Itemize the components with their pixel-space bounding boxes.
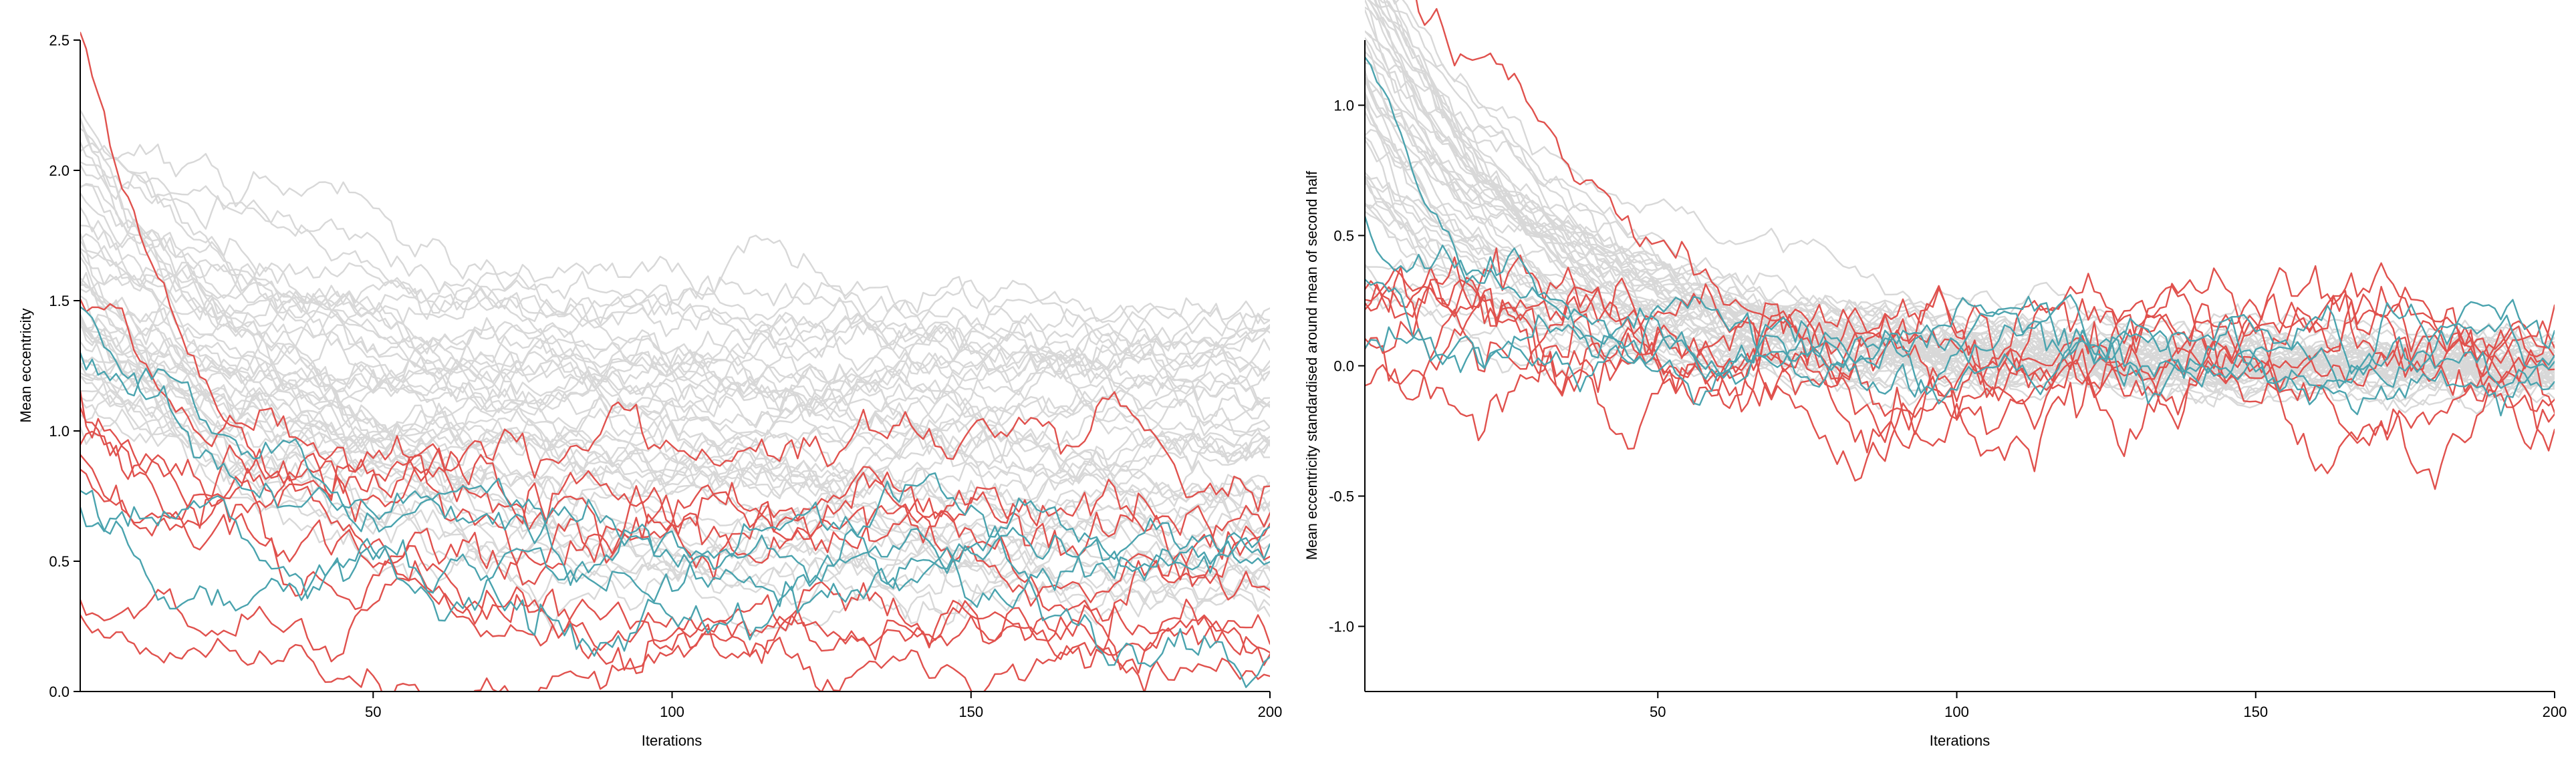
right-background-series-line bbox=[1365, 51, 2555, 397]
right-y-tick-label: 1.0 bbox=[1333, 98, 1354, 114]
left-series-red-2 bbox=[80, 298, 1270, 512]
left-background-series-line bbox=[80, 313, 1270, 533]
right-x-tick-label: 150 bbox=[2243, 704, 2268, 720]
left-series-red-4 bbox=[80, 406, 1270, 607]
left-series-teal-2 bbox=[80, 490, 1270, 622]
left-y-tick-label: 1.5 bbox=[49, 293, 70, 309]
left-y-tick-label: 0.5 bbox=[49, 553, 70, 570]
right-background-series-line bbox=[1386, 0, 2555, 415]
left-y-tick-label: 2.5 bbox=[49, 32, 70, 49]
left-highlight-series bbox=[80, 31, 1270, 692]
left-series-red-8 bbox=[80, 468, 1270, 674]
right-y-tick-label: 0.5 bbox=[1333, 228, 1354, 245]
right-background-series-line bbox=[1365, 76, 2555, 388]
left-background-series-line bbox=[80, 247, 1270, 377]
left-background-series-line bbox=[80, 361, 1270, 527]
right-x-tick-label: 50 bbox=[1650, 704, 1666, 720]
left-background-series-line bbox=[80, 315, 1270, 546]
right-series-red-6 bbox=[1365, 266, 2555, 490]
left-background-series-line bbox=[80, 184, 1270, 514]
left-series-red-9 bbox=[80, 430, 1270, 581]
left-background-series-line bbox=[80, 280, 1270, 377]
left-background-series-line bbox=[80, 128, 1270, 368]
right-y-axis-title: Mean eccentricity standardised around me… bbox=[1303, 170, 1320, 560]
right-background-series-line bbox=[1365, 7, 2555, 402]
left-chart: 0.0 0.5 1.0 1.5 2.0 2.5 50 100 150 200 Iteration… bbox=[17, 31, 1282, 749]
right-x-ticks: 50 100 150 200 bbox=[1650, 692, 2567, 720]
left-series-teal-4 bbox=[80, 495, 1270, 688]
left-x-tick-label: 100 bbox=[660, 704, 684, 720]
left-background-series-line bbox=[80, 141, 1270, 368]
left-x-ticks: 50 100 150 200 bbox=[365, 692, 1282, 720]
right-background-series-line bbox=[1365, 171, 2555, 381]
right-series-red-8 bbox=[1365, 277, 2555, 472]
right-series-red-4 bbox=[1365, 262, 2555, 482]
left-background-series-line bbox=[80, 271, 1270, 412]
left-background-series-line bbox=[80, 283, 1270, 588]
left-series-red-5 bbox=[80, 454, 1270, 639]
left-x-tick-label: 50 bbox=[365, 704, 381, 720]
right-chart: -1.0 -0.5 0.0 0.5 1.0 50 100 150 200 Iterations… bbox=[1303, 0, 2567, 749]
left-background-series-line bbox=[80, 182, 1270, 625]
left-series-teal-3 bbox=[80, 351, 1270, 560]
right-series-red-7 bbox=[1365, 268, 2555, 450]
right-series-teal-4 bbox=[1365, 320, 2555, 417]
left-series-red-6 bbox=[80, 560, 1270, 666]
left-background-series-line bbox=[80, 318, 1270, 541]
left-background-series-line bbox=[80, 375, 1270, 612]
right-series-red-2 bbox=[1365, 279, 2555, 474]
right-x-tick-label: 200 bbox=[2543, 704, 2567, 720]
right-y-tick-label: -1.0 bbox=[1329, 619, 1354, 635]
left-background-series-line bbox=[80, 320, 1270, 501]
left-x-axis-title: Iterations bbox=[642, 732, 702, 749]
left-background-series-line bbox=[80, 192, 1270, 396]
right-y-tick-label: -0.5 bbox=[1329, 488, 1354, 505]
left-background-series bbox=[80, 109, 1270, 637]
left-y-tick-label: 0.0 bbox=[49, 683, 70, 700]
right-y-ticks: -1.0 -0.5 0.0 0.5 1.0 bbox=[1329, 98, 1365, 635]
right-x-tick-label: 100 bbox=[1944, 704, 1969, 720]
right-highlight-series bbox=[1365, 0, 2555, 490]
right-y-tick-label: 0.0 bbox=[1333, 358, 1354, 375]
left-y-ticks: 0.0 0.5 1.0 1.5 2.0 2.5 bbox=[49, 32, 80, 700]
left-x-tick-label: 150 bbox=[958, 704, 983, 720]
left-y-tick-label: 1.0 bbox=[49, 423, 70, 440]
left-y-axis-title: Mean eccentricity bbox=[17, 308, 34, 422]
left-x-tick-label: 200 bbox=[1258, 704, 1283, 720]
right-series-red-3 bbox=[1365, 247, 2555, 414]
left-series-teal-1 bbox=[80, 306, 1270, 607]
left-background-series-line bbox=[80, 109, 1270, 464]
right-background-series-line bbox=[1378, 0, 2555, 403]
left-background-series-line bbox=[80, 161, 1270, 452]
left-background-series-line bbox=[80, 295, 1270, 637]
left-y-tick-label: 2.0 bbox=[49, 162, 70, 179]
left-background-series-line bbox=[80, 142, 1270, 391]
right-series-teal-1 bbox=[1365, 56, 2555, 405]
left-background-series-line bbox=[80, 249, 1270, 518]
right-series-teal-3 bbox=[1365, 215, 2555, 405]
left-background-series-line bbox=[80, 277, 1270, 473]
right-series-teal-2 bbox=[1365, 278, 2555, 406]
left-background-series-line bbox=[80, 239, 1270, 446]
right-x-axis-title: Iterations bbox=[1930, 732, 1990, 749]
left-background-series-line bbox=[80, 316, 1270, 626]
